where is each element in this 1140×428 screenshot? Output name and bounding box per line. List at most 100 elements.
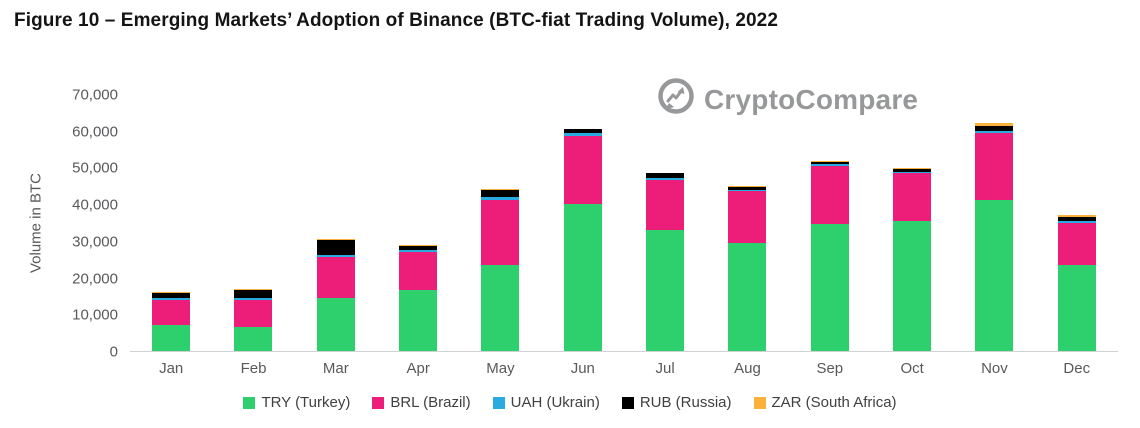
bar-segment-brl bbox=[810, 165, 849, 225]
legend-item-uah: UAH (Ukrain) bbox=[492, 394, 600, 411]
y-tick-label: 20,000 bbox=[72, 270, 118, 288]
bar-segment-rub bbox=[481, 189, 520, 198]
bar-segment-uah bbox=[810, 164, 849, 166]
bar-segment-brl bbox=[646, 180, 685, 230]
bar-segment-zar bbox=[1057, 214, 1096, 217]
bar-segment-brl bbox=[399, 251, 438, 291]
bar-slot-oct bbox=[871, 95, 953, 351]
legend-label-brl: BRL (Brazil) bbox=[390, 394, 471, 411]
bar-segment-rub bbox=[1057, 216, 1096, 222]
x-tick-label-jan: Jan bbox=[159, 360, 184, 377]
y-tick-label: 10,000 bbox=[72, 306, 118, 324]
bar-stack-jan bbox=[152, 292, 191, 351]
y-tick-label: 60,000 bbox=[72, 123, 118, 141]
bar-stack-sep bbox=[810, 160, 849, 351]
bar-segment-rub bbox=[646, 172, 685, 179]
x-tick-label-nov: Nov bbox=[981, 360, 1008, 377]
legend-swatch-uah bbox=[492, 396, 505, 409]
bar-segment-zar bbox=[316, 239, 355, 241]
bar-stack-mar bbox=[316, 239, 355, 351]
bar-segment-try bbox=[234, 327, 273, 351]
bar-slot-mar bbox=[295, 95, 377, 351]
bar-segment-rub bbox=[893, 168, 932, 172]
x-tick-label-oct: Oct bbox=[900, 360, 924, 377]
bar-segment-uah bbox=[893, 171, 932, 173]
bar-slot-jun bbox=[542, 95, 624, 351]
y-tick-label: 0 bbox=[109, 343, 118, 361]
bar-segment-brl bbox=[893, 172, 932, 221]
legend-label-zar: ZAR (South Africa) bbox=[771, 394, 897, 411]
bar-segment-zar bbox=[893, 167, 932, 169]
bar-segment-rub bbox=[152, 292, 191, 299]
legend-swatch-brl bbox=[372, 396, 385, 409]
bar-segment-uah bbox=[152, 298, 191, 300]
chart-legend: TRY (Turkey) BRL (Brazil) UAH (Ukrain) RUB … bbox=[0, 394, 1140, 411]
y-tick-label: 50,000 bbox=[72, 159, 118, 177]
bar-stack-apr bbox=[399, 245, 438, 351]
bar-slot-apr bbox=[377, 95, 459, 351]
legend-label-uah: UAH (Ukrain) bbox=[510, 394, 600, 411]
bar-segment-try bbox=[728, 242, 767, 351]
x-tick-label-dec: Dec bbox=[1063, 360, 1091, 377]
cryptocompare-logo-icon bbox=[655, 76, 697, 123]
y-tick-label: 30,000 bbox=[72, 233, 118, 251]
bar-stack-feb bbox=[234, 289, 273, 351]
x-tick-label-jun: Jun bbox=[570, 360, 595, 377]
bar-segment-brl bbox=[1057, 222, 1096, 265]
bar-segment-brl bbox=[481, 200, 520, 265]
bar-stack-nov bbox=[975, 123, 1014, 351]
x-tick-label-jul: Jul bbox=[655, 360, 675, 377]
legend-item-try: TRY (Turkey) bbox=[243, 394, 350, 411]
bar-segment-try bbox=[1057, 264, 1096, 351]
figure-title: Figure 10 – Emerging Markets’ Adoption o… bbox=[14, 10, 778, 31]
bar-segment-uah bbox=[728, 189, 767, 192]
bar-segment-rub bbox=[234, 289, 273, 298]
bar-segment-try bbox=[975, 200, 1014, 351]
bar-slot-feb bbox=[212, 95, 294, 351]
bar-segment-try bbox=[646, 229, 685, 351]
bar-segment-brl bbox=[728, 191, 767, 243]
bar-segment-uah bbox=[646, 178, 685, 181]
bar-segment-brl bbox=[316, 257, 355, 298]
bar-slot-jul bbox=[624, 95, 706, 351]
y-tick-label: 70,000 bbox=[72, 86, 118, 104]
bar-segment-brl bbox=[975, 132, 1014, 201]
bar-segment-uah bbox=[399, 250, 438, 252]
bar-segment-rub bbox=[975, 125, 1014, 131]
y-axis-title: Volume in BTC bbox=[27, 172, 45, 274]
bar-stack-jun bbox=[563, 128, 602, 351]
legend-swatch-try bbox=[243, 396, 256, 409]
legend-label-rub: RUB (Russia) bbox=[639, 394, 732, 411]
bar-slot-nov bbox=[953, 95, 1035, 351]
cryptocompare-logo-text: CryptoCompare bbox=[704, 83, 919, 115]
bar-segment-rub bbox=[810, 161, 849, 165]
bar-segment-try bbox=[152, 325, 191, 351]
bar-segment-brl bbox=[152, 299, 191, 326]
bar-segment-brl bbox=[563, 136, 602, 205]
bar-segment-uah bbox=[316, 254, 355, 258]
bar-segment-zar bbox=[563, 128, 602, 130]
legend-swatch-rub bbox=[621, 396, 634, 409]
x-tick-label-apr: Apr bbox=[406, 360, 430, 377]
bar-segment-uah bbox=[1057, 221, 1096, 223]
bar-segment-uah bbox=[234, 297, 273, 300]
bar-segment-rub bbox=[399, 245, 438, 251]
bar-segment-try bbox=[316, 297, 355, 351]
y-tick-label: 40,000 bbox=[72, 196, 118, 214]
legend-item-rub: RUB (Russia) bbox=[621, 394, 732, 411]
bar-stack-oct bbox=[893, 167, 932, 351]
x-tick-label-aug: Aug bbox=[734, 360, 761, 377]
x-axis-labels: Jan Feb Mar Apr May Jun Jul Aug Sep Oct Nov Dec bbox=[130, 360, 1118, 377]
bar-slot-may bbox=[459, 95, 541, 351]
bar-segment-try bbox=[481, 264, 520, 351]
bar-stack-may bbox=[481, 189, 520, 351]
x-tick-label-mar: Mar bbox=[322, 360, 349, 377]
legend-item-zar: ZAR (South Africa) bbox=[753, 394, 897, 411]
bar-segment-brl bbox=[234, 299, 273, 328]
bar-segment-uah bbox=[481, 197, 520, 201]
bar-segment-try bbox=[810, 224, 849, 351]
bar-stack-jul bbox=[646, 172, 685, 351]
bar-segment-uah bbox=[975, 130, 1014, 133]
bar-segment-rub bbox=[563, 129, 602, 133]
